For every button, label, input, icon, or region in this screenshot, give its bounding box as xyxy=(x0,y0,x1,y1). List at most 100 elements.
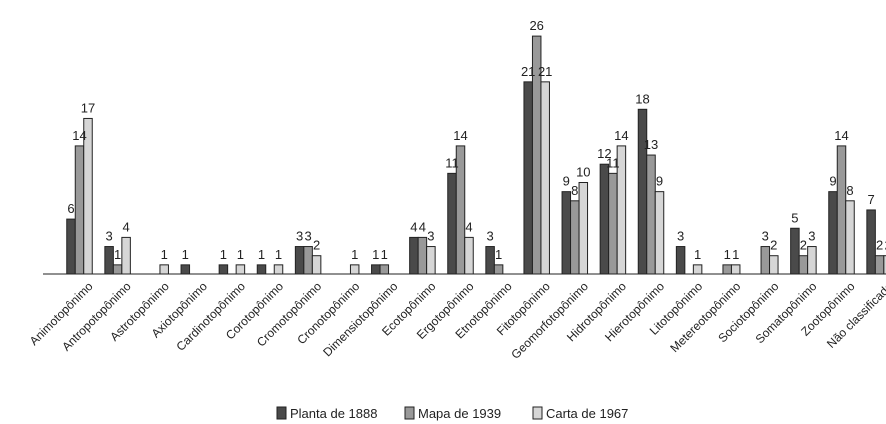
value-label: 3 xyxy=(486,229,493,244)
legend-swatch-2 xyxy=(404,406,415,420)
bar-3-22 xyxy=(883,255,886,275)
bar-3-19 xyxy=(769,255,779,275)
bar-2-14 xyxy=(570,200,580,275)
bar-3-16 xyxy=(654,191,665,275)
bar-1-2 xyxy=(104,246,114,275)
value-label: 4 xyxy=(122,219,129,234)
legend-swatch-3 xyxy=(532,406,543,420)
value-label: 18 xyxy=(635,91,649,106)
value-label: 1 xyxy=(237,247,244,262)
legend-label-3: Carta de 1967 xyxy=(546,406,628,421)
value-label: 3 xyxy=(296,229,303,244)
bar-2-12 xyxy=(493,264,504,275)
value-label: 2 xyxy=(876,238,883,253)
value-label: 3 xyxy=(304,229,311,244)
value-label: 7 xyxy=(867,192,874,207)
value-label: 14 xyxy=(834,128,848,143)
category-label: Metereotopônimo xyxy=(667,279,743,355)
bar-1-21 xyxy=(828,191,838,275)
value-label: 3 xyxy=(808,229,815,244)
bar-3-6 xyxy=(273,264,284,275)
legend-label-1: Planta de 1888 xyxy=(290,406,377,421)
value-label: 14 xyxy=(453,128,467,143)
legend-label-2: Mapa de 1939 xyxy=(418,406,501,421)
legend-swatch-1 xyxy=(276,406,287,420)
value-label: 1 xyxy=(182,247,189,262)
bar-1-1 xyxy=(66,218,76,275)
bar-2-15 xyxy=(608,172,618,275)
value-label: 4 xyxy=(465,219,472,234)
bar-1-16 xyxy=(637,108,648,275)
value-label: 1 xyxy=(732,247,739,262)
value-label: 1 xyxy=(381,247,388,262)
bar-3-14 xyxy=(578,182,589,275)
bar-3-13 xyxy=(540,81,550,275)
value-label: 21 xyxy=(538,64,552,79)
value-label: 12 xyxy=(597,146,611,161)
value-label: 2 xyxy=(800,238,807,253)
value-label: 2 xyxy=(313,238,320,253)
value-label: 1 xyxy=(694,247,701,262)
value-label: 21 xyxy=(521,64,535,79)
bar-2-9 xyxy=(379,264,390,275)
bars-group xyxy=(66,35,886,275)
bar-3-7 xyxy=(311,255,322,275)
value-label: 2 xyxy=(884,238,886,253)
bar-2-1 xyxy=(74,145,85,275)
bar-1-13 xyxy=(523,81,533,275)
value-label: 9 xyxy=(656,174,663,189)
bar-2-7 xyxy=(303,246,313,275)
bar-1-15 xyxy=(599,163,610,275)
bar-2-20 xyxy=(798,255,809,275)
value-label: 1 xyxy=(724,247,731,262)
value-label: 11 xyxy=(445,155,459,170)
value-label: 1 xyxy=(220,247,227,262)
bar-1-20 xyxy=(790,227,800,275)
bar-2-2 xyxy=(112,264,123,275)
bar-1-14 xyxy=(561,191,572,275)
bar-1-22 xyxy=(866,209,876,275)
value-label: 17 xyxy=(81,100,95,115)
bar-3-8 xyxy=(349,264,360,275)
category-label: Antropotopônimo xyxy=(59,279,134,354)
value-label: 4 xyxy=(419,219,426,234)
bar-2-22 xyxy=(874,255,885,275)
legend: Planta de 1888 Mapa de 1939 Carta de 1967 xyxy=(276,406,628,421)
value-label: 11 xyxy=(606,155,620,170)
value-label: 8 xyxy=(571,183,578,198)
value-label: 5 xyxy=(791,210,798,225)
value-label: 6 xyxy=(67,201,74,216)
bar-1-6 xyxy=(256,264,267,275)
value-label: 10 xyxy=(576,165,590,180)
bar-1-11 xyxy=(447,172,457,275)
bar-2-10 xyxy=(417,236,428,275)
value-label: 1 xyxy=(351,247,358,262)
bar-3-1 xyxy=(83,117,93,275)
bar-1-9 xyxy=(371,264,381,275)
bar-2-16 xyxy=(646,154,656,275)
value-label: 3 xyxy=(677,229,684,244)
bar-3-2 xyxy=(121,236,131,275)
value-label: 9 xyxy=(829,174,836,189)
bar-1-7 xyxy=(294,246,305,275)
value-label: 3 xyxy=(105,229,112,244)
value-label: 1 xyxy=(372,247,379,262)
value-label: 4 xyxy=(410,219,417,234)
bar-3-5 xyxy=(235,264,246,275)
bar-1-5 xyxy=(218,264,229,275)
value-label: 8 xyxy=(846,183,853,198)
value-label: 1 xyxy=(275,247,282,262)
bar-1-17 xyxy=(675,246,686,275)
value-label: 3 xyxy=(762,229,769,244)
category-labels-group: AnimotopônimoAntropotopônimoAstrotopônim… xyxy=(27,279,886,362)
category-label: Cardinotopônimo xyxy=(173,279,248,354)
value-label: 2 xyxy=(770,238,777,253)
bar-3-17 xyxy=(692,264,703,275)
bar-3-3 xyxy=(159,264,169,275)
value-label: 1 xyxy=(495,247,502,262)
bar-2-11 xyxy=(455,145,466,275)
value-label: 14 xyxy=(614,128,628,143)
bar-2-21 xyxy=(836,145,847,275)
